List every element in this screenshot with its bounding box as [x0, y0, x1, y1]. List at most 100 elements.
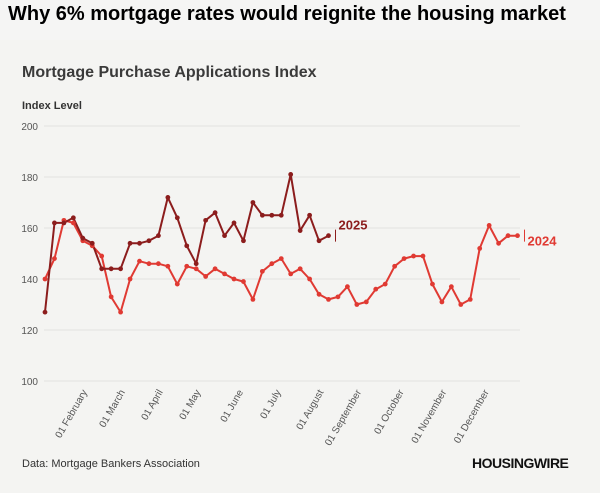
- housingwire-logo: HOUSINGWIRE: [472, 455, 569, 471]
- x-tick-01-june: 01 June: [219, 388, 247, 425]
- point-2024-13: [165, 263, 171, 269]
- point-2024-33: [354, 302, 360, 307]
- x-tick-01-october: 01 October: [372, 387, 407, 436]
- y-tick-160: 160: [21, 224, 38, 235]
- point-2024-23: [259, 268, 265, 274]
- gridlines: [44, 125, 520, 382]
- point-2024-36: [382, 281, 388, 287]
- y-tick-180: 180: [21, 173, 38, 184]
- x-tick-01-september: 01 September: [323, 387, 364, 447]
- point-2024-0: [42, 276, 48, 282]
- y-tick-labels: 100 120 140 160 180 200: [21, 122, 38, 388]
- y-tick-100: 100: [21, 377, 38, 388]
- point-2024-6: [99, 253, 105, 259]
- point-2024-22: [250, 297, 256, 302]
- point-2024-26: [288, 271, 294, 277]
- series-points: [42, 172, 520, 315]
- point-2024-11: [146, 261, 152, 267]
- x-tick-01-april: 01 April: [140, 388, 166, 422]
- point-2024-40: [420, 253, 426, 259]
- x-tick-01-august: 01 August: [295, 388, 327, 432]
- point-2024-41: [430, 281, 435, 287]
- point-2025-29: [316, 238, 322, 244]
- point-2024-24: [269, 261, 275, 267]
- point-2025-16: [193, 261, 199, 267]
- point-2024-25: [278, 256, 284, 261]
- series-label-2025: 2025: [339, 218, 368, 233]
- x-tick-01-december: 01 December: [452, 387, 492, 445]
- point-2025-21: [241, 238, 246, 244]
- point-2025-14: [174, 215, 180, 221]
- point-2025-5: [89, 240, 95, 246]
- point-2025-8: [118, 266, 123, 272]
- x-tick-01-march: 01 March: [98, 388, 128, 430]
- point-2025-1: [52, 220, 57, 226]
- x-tick-labels: 01 February 01 March 01 April 01 May 01 June…: [54, 387, 492, 447]
- point-2025-12: [156, 233, 161, 239]
- point-2025-22: [250, 200, 256, 205]
- chart-title: Mortgage Purchase Applications Index: [22, 64, 317, 81]
- data-source: Data: Mortgage Bankers Association: [22, 458, 200, 470]
- x-tick-01-november: 01 November: [410, 387, 450, 445]
- point-2025-3: [70, 215, 76, 221]
- point-2025-23: [259, 212, 265, 218]
- point-2024-29: [316, 291, 322, 297]
- series-lines: [44, 173, 518, 314]
- point-2024-30: [326, 297, 331, 302]
- series-line-2024: [44, 219, 518, 314]
- point-2025-2: [61, 220, 67, 226]
- x-tick-01-may: 01 May: [178, 388, 204, 422]
- point-2025-24: [269, 212, 275, 218]
- point-2024-39: [411, 253, 416, 259]
- point-2025-9: [127, 240, 133, 246]
- point-2024-32: [345, 284, 350, 290]
- y-tick-120: 120: [21, 326, 38, 337]
- point-2024-3: [70, 220, 76, 226]
- point-2025-4: [80, 235, 86, 241]
- point-2025-15: [184, 243, 190, 249]
- point-2024-14: [174, 281, 180, 287]
- point-2024-46: [477, 246, 483, 251]
- point-2024-1: [52, 256, 57, 261]
- point-2024-20: [231, 276, 237, 282]
- point-2024-8: [118, 309, 123, 315]
- point-2024-42: [439, 299, 445, 305]
- point-2025-10: [137, 240, 142, 246]
- point-2025-20: [231, 220, 237, 226]
- point-2025-25: [278, 212, 284, 218]
- point-2025-26: [288, 172, 294, 177]
- point-2025-17: [203, 217, 209, 223]
- chart-panel: Mortgage Purchase Applications Index Ind…: [0, 40, 600, 493]
- point-2024-10: [137, 258, 142, 264]
- point-2024-50: [515, 233, 520, 239]
- y-axis-label: Index Level: [22, 100, 82, 112]
- point-2025-11: [146, 238, 152, 244]
- point-2024-37: [392, 263, 398, 269]
- point-2024-15: [184, 263, 190, 269]
- point-2025-13: [165, 195, 171, 200]
- point-2025-30: [326, 233, 331, 239]
- point-2025-19: [222, 233, 227, 239]
- series-label-2024: 2024: [528, 234, 558, 249]
- point-2025-7: [108, 266, 114, 272]
- point-2024-18: [212, 266, 218, 272]
- point-2024-19: [222, 271, 227, 277]
- y-tick-200: 200: [21, 122, 38, 133]
- series-labels: 2024 2025: [335, 218, 558, 249]
- point-2024-49: [505, 233, 511, 239]
- point-2025-27: [297, 228, 303, 233]
- point-2024-31: [335, 294, 341, 300]
- point-2024-7: [108, 294, 114, 300]
- point-2024-9: [127, 276, 133, 282]
- point-2024-27: [297, 266, 303, 272]
- point-2024-21: [241, 279, 246, 284]
- point-2025-0: [42, 309, 48, 315]
- point-2024-47: [486, 223, 492, 228]
- page-headline: Why 6% mortgage rates would reignite the…: [8, 3, 566, 25]
- point-2025-6: [99, 266, 105, 272]
- point-2024-17: [203, 274, 209, 279]
- x-tick-01-february: 01 February: [54, 388, 90, 440]
- point-2025-18: [212, 210, 218, 216]
- point-2024-28: [307, 276, 312, 282]
